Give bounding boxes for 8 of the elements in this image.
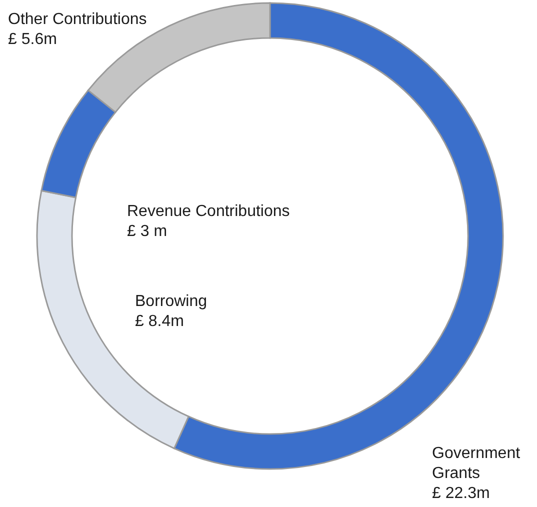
slice-label: Revenue Contributions <box>127 203 290 220</box>
slice-label: Government Grants <box>432 445 521 482</box>
data-label: £ 8.4m <box>135 313 184 330</box>
data-label: £ 3 m <box>127 223 168 240</box>
data-label: £ 22.3m <box>432 485 490 502</box>
slice-label: Other Contributions <box>8 11 147 28</box>
slice-label: Borrowing <box>135 293 208 310</box>
data-label: £ 5.6m <box>8 31 57 48</box>
